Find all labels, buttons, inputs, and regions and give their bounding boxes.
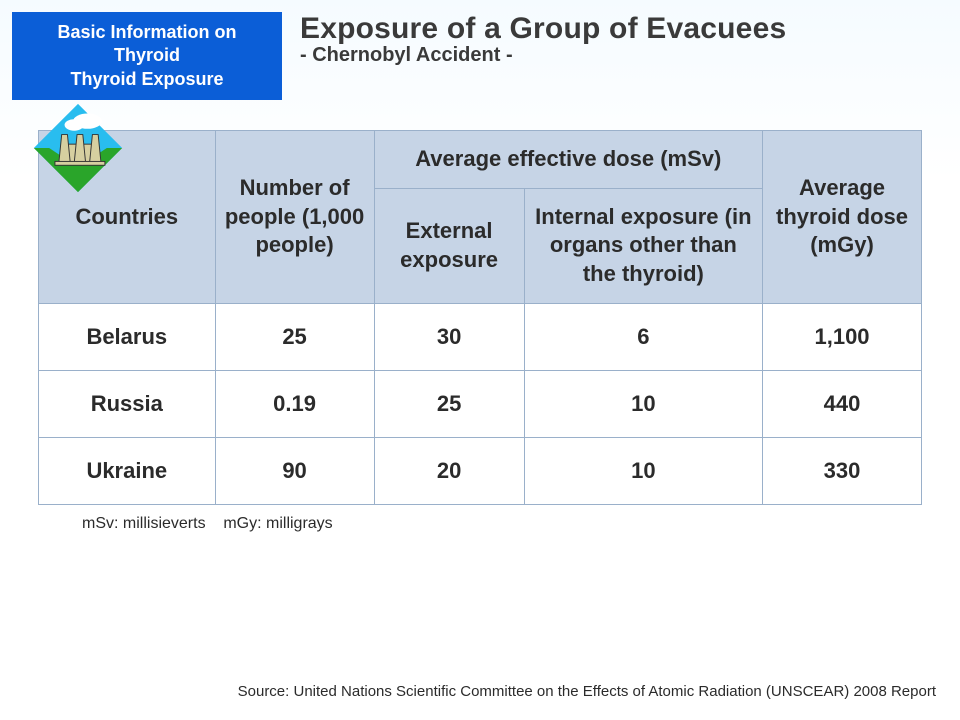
cell-external: 30 — [374, 303, 524, 370]
exposure-table: Countries Number of people (1,000 people… — [38, 130, 922, 504]
nuclear-plant-icon — [30, 100, 126, 196]
cell-internal: 10 — [524, 370, 762, 437]
table-row: Russia 0.19 25 10 440 — [39, 370, 922, 437]
cell-people: 90 — [215, 437, 374, 504]
cell-people: 25 — [215, 303, 374, 370]
units-legend: mSv: millisieverts mGy: milligrays — [82, 515, 922, 533]
cell-people: 0.19 — [215, 370, 374, 437]
header: Basic Information on Thyroid Thyroid Exp… — [0, 0, 960, 100]
th-thyroid: Average thyroid dose (mGy) — [763, 131, 922, 303]
cell-internal: 6 — [524, 303, 762, 370]
cell-thyroid: 440 — [763, 370, 922, 437]
cell-internal: 10 — [524, 437, 762, 504]
data-table-wrap: Countries Number of people (1,000 people… — [38, 130, 922, 532]
badge-line1: Basic Information on Thyroid — [23, 21, 271, 68]
th-internal: Internal exposure (in organs other than … — [524, 188, 762, 303]
table-row: Belarus 25 30 6 1,100 — [39, 303, 922, 370]
title-block: Exposure of a Group of Evacuees - Cherno… — [300, 12, 786, 67]
th-external: External exposure — [374, 188, 524, 303]
table-row: Ukraine 90 20 10 330 — [39, 437, 922, 504]
legend-mgy: mGy: milligrays — [223, 515, 332, 532]
cell-thyroid: 1,100 — [763, 303, 922, 370]
th-people: Number of people (1,000 people) — [215, 131, 374, 303]
cell-external: 25 — [374, 370, 524, 437]
badge-line2: Thyroid Exposure — [23, 68, 271, 91]
info-badge: Basic Information on Thyroid Thyroid Exp… — [12, 12, 282, 100]
legend-msv: mSv: millisieverts — [82, 515, 206, 532]
cell-country: Belarus — [39, 303, 216, 370]
cell-country: Russia — [39, 370, 216, 437]
cell-country: Ukraine — [39, 437, 216, 504]
source-citation: Source: United Nations Scientific Commit… — [238, 683, 936, 700]
page-title: Exposure of a Group of Evacuees — [300, 12, 786, 46]
cell-external: 20 — [374, 437, 524, 504]
page-subtitle: - Chernobyl Accident - — [300, 44, 786, 67]
cell-thyroid: 330 — [763, 437, 922, 504]
th-dose-group: Average effective dose (mSv) — [374, 131, 763, 189]
